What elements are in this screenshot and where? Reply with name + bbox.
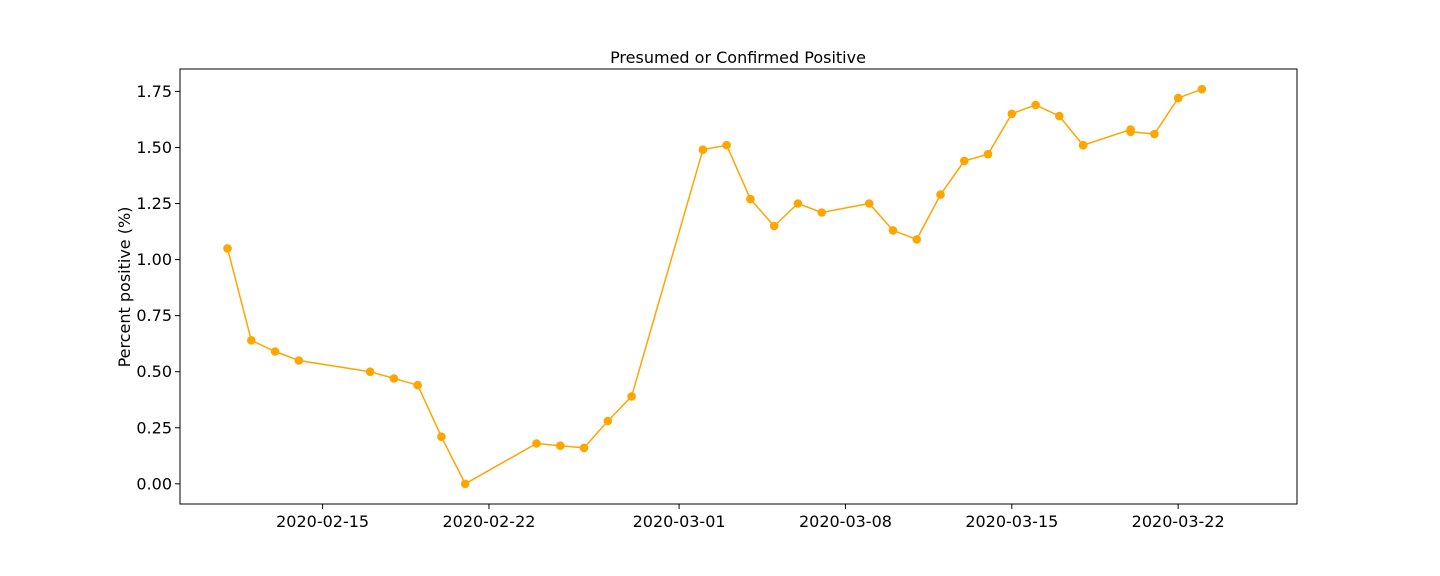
data-point (579, 443, 589, 453)
data-point (864, 199, 874, 208)
data-point (983, 149, 993, 159)
y-tick-label: 0.50 (136, 362, 172, 381)
y-axis-ticks: 0.00 0.25 0.50 0.75 1.00 1.25 1.50 1.75 (136, 82, 180, 493)
data-point (389, 374, 399, 383)
data-point (1055, 111, 1064, 121)
data-point (912, 235, 921, 244)
data-point (247, 336, 256, 345)
data-point (936, 190, 945, 199)
data-point (722, 140, 731, 150)
data-point (223, 244, 232, 253)
plot-frame (179, 68, 1298, 505)
y-tick-label: 1.50 (136, 138, 172, 157)
x-tick-label: 2020-02-15 (276, 512, 369, 531)
data-point (793, 199, 803, 208)
plot-area (223, 84, 1207, 489)
x-tick-label: 2020-03-08 (799, 512, 892, 531)
y-tick-label: 1.25 (136, 194, 172, 213)
data-point (413, 380, 423, 390)
x-tick-label: 2020-02-22 (442, 512, 535, 531)
data-point (698, 145, 708, 154)
y-tick-label: 1.75 (136, 82, 172, 101)
data-point (817, 208, 826, 217)
data-point (603, 416, 613, 426)
data-point (532, 439, 541, 448)
data-point (1078, 140, 1088, 150)
data-point (769, 221, 779, 231)
data-point (365, 367, 375, 377)
x-tick-label: 2020-03-22 (1132, 512, 1225, 531)
chart-title: Presumed or Confirmed Positive (610, 48, 866, 67)
data-point (437, 432, 446, 442)
data-point (556, 441, 565, 451)
y-tick-label: 0.25 (136, 418, 172, 437)
x-tick-label: 2020-03-15 (965, 512, 1058, 531)
data-point (888, 226, 898, 235)
data-point (1173, 93, 1183, 103)
data-point (1126, 127, 1135, 137)
y-tick-label: 1.00 (136, 250, 172, 269)
y-axis-title-group: Percent positive (%) (115, 207, 134, 368)
data-point (1007, 109, 1017, 119)
data-point (1197, 84, 1207, 94)
data-point (460, 479, 470, 489)
y-tick-label: 0.75 (136, 306, 172, 325)
y-tick-label: 0.00 (136, 474, 172, 493)
data-point (746, 194, 755, 204)
data-point (1031, 100, 1040, 110)
data-point (294, 356, 304, 365)
data-point (1150, 129, 1159, 139)
data-point (960, 156, 969, 166)
x-axis-ticks: 2020-02-15 2020-02-22 2020-03-01 2020-03-08… (276, 504, 1225, 531)
data-point (270, 347, 280, 356)
y-axis-title: Percent positive (%) (115, 207, 134, 368)
x-tick-label: 2020-03-01 (633, 512, 726, 531)
data-point (627, 392, 636, 401)
